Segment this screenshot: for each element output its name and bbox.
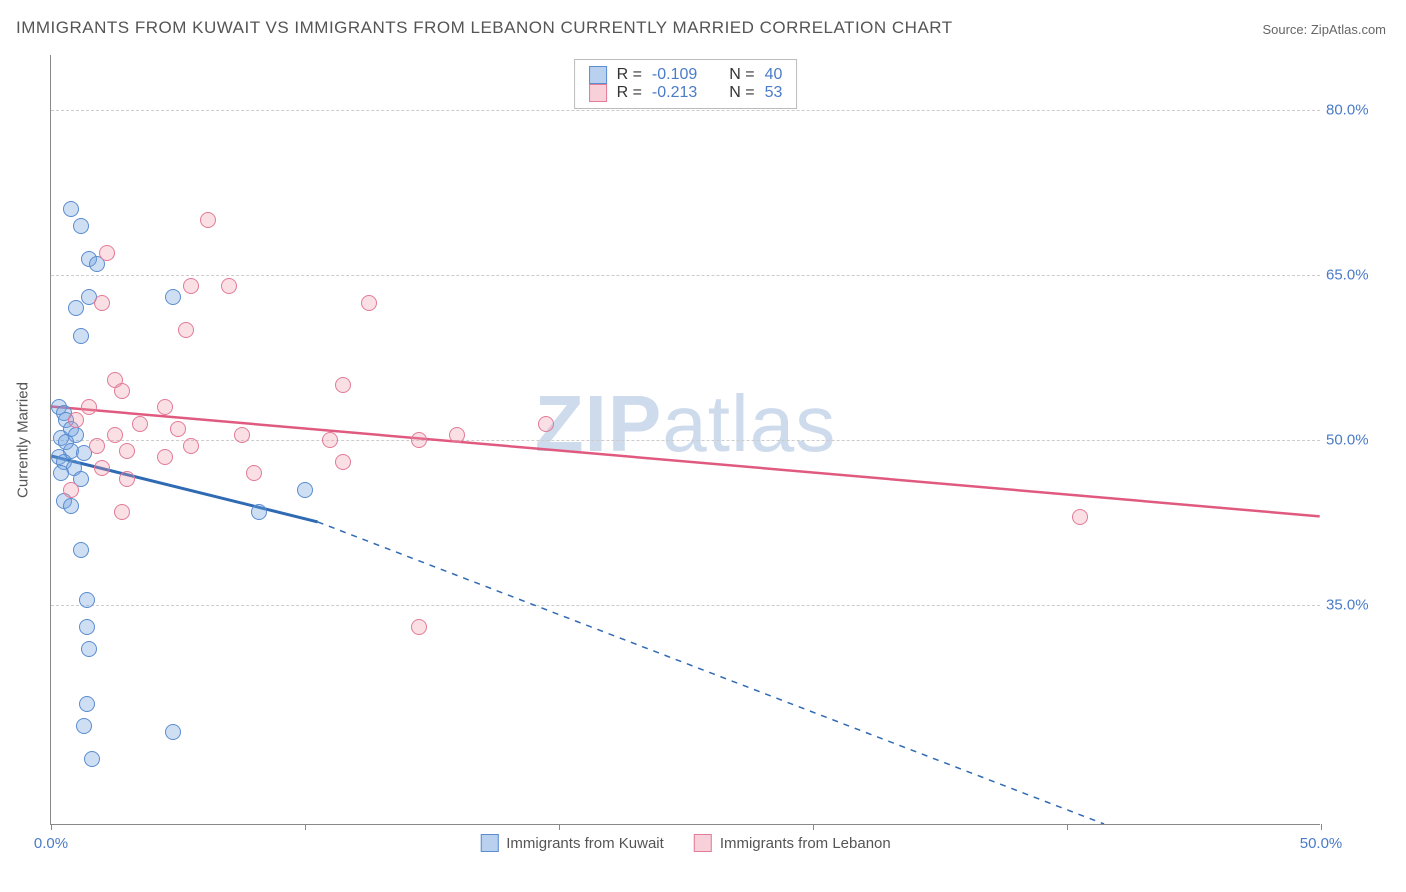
trend-line	[51, 456, 317, 522]
x-tick	[51, 824, 52, 830]
scatter-point	[107, 427, 123, 443]
x-tick-label: 0.0%	[34, 835, 68, 852]
scatter-point	[63, 201, 79, 217]
chart-title: IMMIGRANTS FROM KUWAIT VS IMMIGRANTS FRO…	[16, 18, 953, 38]
legend-r-label: R =	[617, 66, 642, 84]
scatter-point	[411, 619, 427, 635]
gridline	[51, 110, 1320, 111]
y-tick-label: 50.0%	[1326, 432, 1386, 449]
scatter-point	[322, 432, 338, 448]
x-tick	[1067, 824, 1068, 830]
scatter-point	[63, 498, 79, 514]
y-tick-label: 65.0%	[1326, 267, 1386, 284]
scatter-point	[89, 438, 105, 454]
scatter-point	[157, 449, 173, 465]
scatter-point	[132, 416, 148, 432]
legend-swatch	[694, 834, 712, 852]
scatter-point	[178, 322, 194, 338]
legend-item: Immigrants from Lebanon	[694, 834, 891, 852]
scatter-point	[335, 454, 351, 470]
scatter-point	[200, 212, 216, 228]
scatter-point	[165, 289, 181, 305]
scatter-point	[94, 295, 110, 311]
legend-n-value: 40	[765, 66, 783, 84]
scatter-point	[234, 427, 250, 443]
scatter-point	[81, 641, 97, 657]
legend-r-value: -0.109	[652, 66, 697, 84]
x-tick-label: 50.0%	[1300, 835, 1343, 852]
scatter-point	[114, 383, 130, 399]
scatter-point	[81, 399, 97, 415]
scatter-point	[251, 504, 267, 520]
scatter-point	[221, 278, 237, 294]
scatter-point	[361, 295, 377, 311]
scatter-point	[73, 328, 89, 344]
scatter-point	[53, 465, 69, 481]
y-tick-label: 35.0%	[1326, 597, 1386, 614]
legend-label: Immigrants from Lebanon	[720, 835, 891, 852]
gridline	[51, 605, 1320, 606]
trend-line-dashed	[318, 522, 1104, 824]
scatter-point	[538, 416, 554, 432]
scatter-point	[114, 504, 130, 520]
y-tick-label: 80.0%	[1326, 102, 1386, 119]
scatter-point	[94, 460, 110, 476]
scatter-point	[79, 696, 95, 712]
gridline	[51, 275, 1320, 276]
x-tick	[559, 824, 560, 830]
scatter-point	[183, 438, 199, 454]
scatter-point	[68, 300, 84, 316]
x-tick	[813, 824, 814, 830]
scatter-point	[119, 443, 135, 459]
scatter-point	[79, 592, 95, 608]
legend-top: R = -0.109 N = 40 R = -0.213 N = 53	[574, 59, 798, 109]
legend-swatch	[589, 66, 607, 84]
scatter-point	[84, 751, 100, 767]
legend-n-label: N =	[729, 84, 754, 102]
x-tick	[1321, 824, 1322, 830]
scatter-point	[183, 278, 199, 294]
legend-swatch	[589, 84, 607, 102]
scatter-point	[68, 412, 84, 428]
legend-r-value: -0.213	[652, 84, 697, 102]
scatter-point	[157, 399, 173, 415]
source-label: Source: ZipAtlas.com	[1262, 22, 1386, 37]
scatter-point	[170, 421, 186, 437]
legend-row: R = -0.109 N = 40	[589, 66, 783, 84]
scatter-point	[73, 542, 89, 558]
scatter-point	[63, 482, 79, 498]
y-axis-title: Currently Married	[15, 382, 32, 498]
x-tick	[305, 824, 306, 830]
scatter-point	[79, 619, 95, 635]
scatter-point	[449, 427, 465, 443]
scatter-point	[119, 471, 135, 487]
trend-line	[51, 407, 1319, 517]
legend-row: R = -0.213 N = 53	[589, 84, 783, 102]
watermark-rest: atlas	[662, 379, 836, 468]
scatter-point	[76, 718, 92, 734]
scatter-point	[246, 465, 262, 481]
scatter-point	[297, 482, 313, 498]
legend-label: Immigrants from Kuwait	[506, 835, 664, 852]
legend-r-label: R =	[617, 84, 642, 102]
plot-area: ZIPatlas Currently Married 35.0%50.0%65.…	[50, 55, 1320, 825]
scatter-point	[73, 218, 89, 234]
watermark: ZIPatlas	[535, 378, 836, 470]
legend-n-value: 53	[765, 84, 783, 102]
scatter-point	[335, 377, 351, 393]
scatter-point	[99, 245, 115, 261]
scatter-point	[1072, 509, 1088, 525]
legend-n-label: N =	[729, 66, 754, 84]
legend-item: Immigrants from Kuwait	[480, 834, 664, 852]
scatter-point	[165, 724, 181, 740]
scatter-point	[411, 432, 427, 448]
legend-bottom: Immigrants from Kuwait Immigrants from L…	[480, 834, 890, 852]
legend-swatch	[480, 834, 498, 852]
